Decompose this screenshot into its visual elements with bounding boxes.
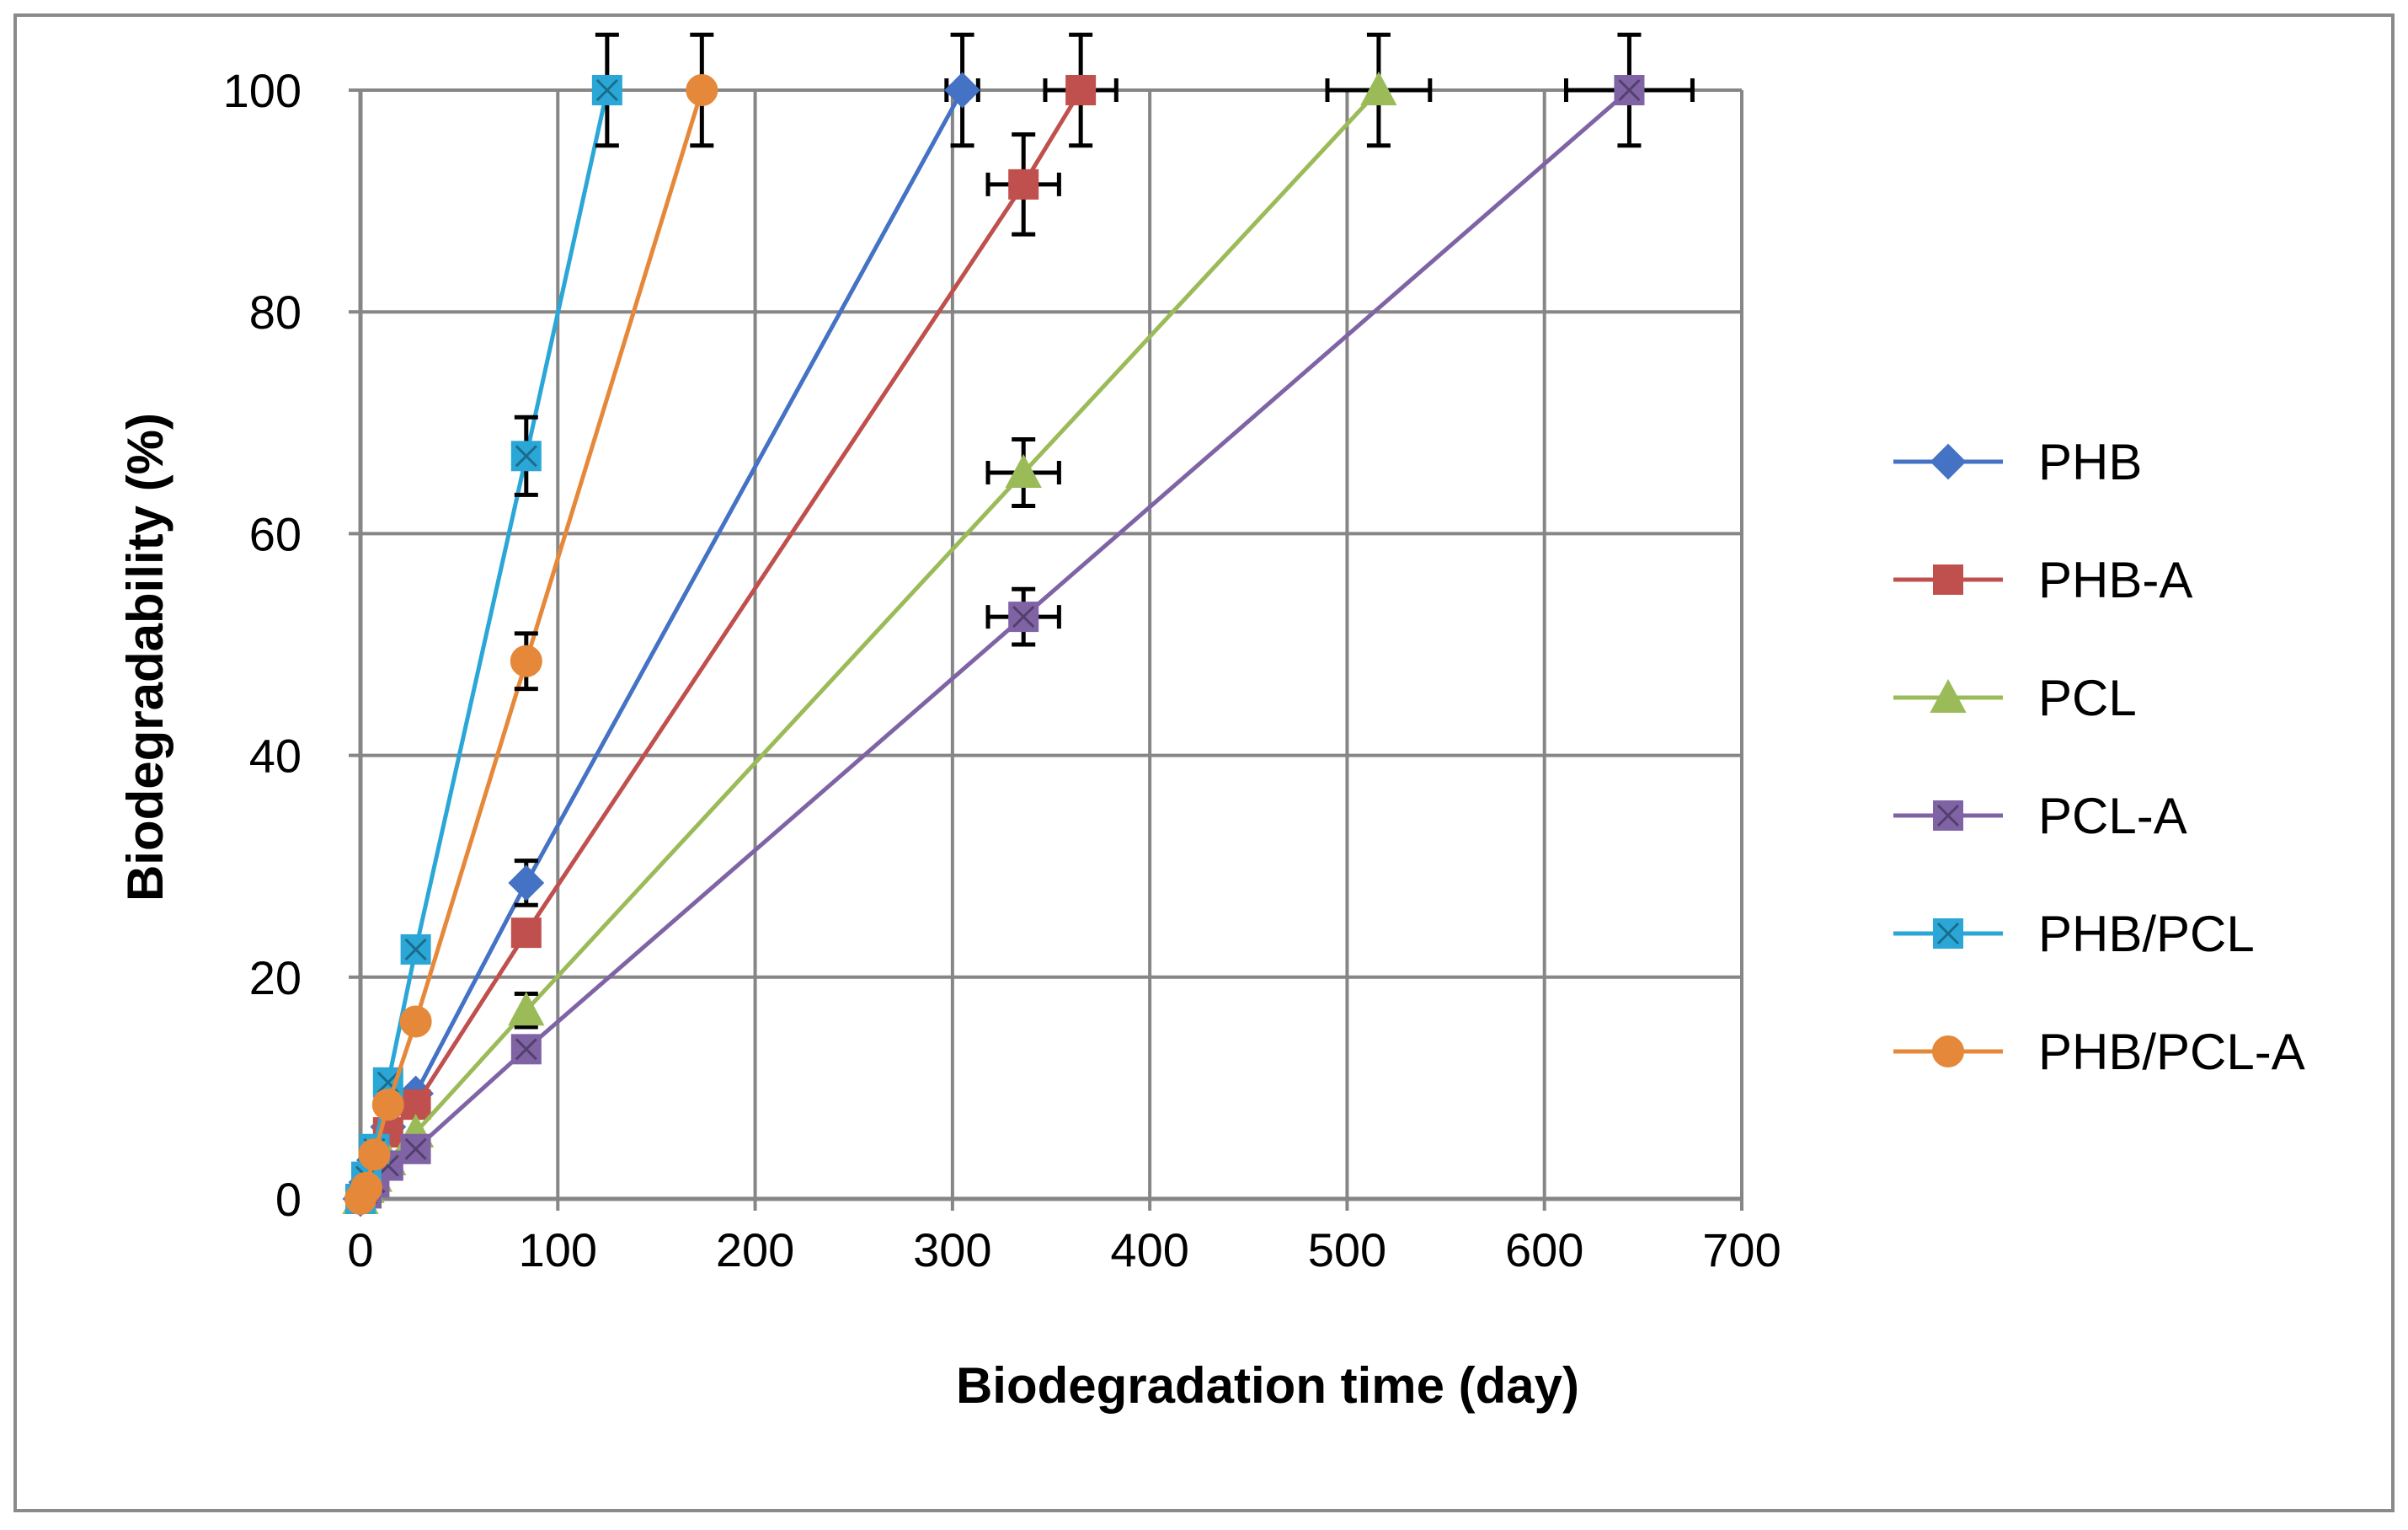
data-point-square-x-cross [515, 445, 537, 468]
data-point-square-x [510, 441, 542, 472]
chart-frame [13, 13, 2395, 1512]
data-point-square-x-cross [1618, 78, 1641, 102]
x-tick-label: 500 [1308, 1223, 1386, 1276]
data-point-circle [510, 645, 542, 677]
data-point-square-x-body [510, 1034, 542, 1065]
x-axis-title: Biodegradation time (day) [956, 1357, 1579, 1414]
data-point-square-x-body [400, 934, 431, 965]
y-axis-title: Biodegradability (%) [117, 413, 174, 901]
data-point-triangle [1930, 678, 1967, 713]
data-point-square-x-body [1614, 75, 1645, 105]
legend-label: PHB-A [2038, 552, 2192, 608]
y-tick-label: 40 [249, 730, 302, 783]
legend-label: PHB/PCL [2038, 906, 2255, 962]
series-phb-pcl-a [344, 32, 718, 1215]
data-point-circle [371, 1089, 404, 1121]
data-point-square-x [400, 934, 431, 965]
legend-label: PCL-A [2038, 788, 2187, 844]
data-point-square-x [591, 75, 622, 105]
x-tick-label: 400 [1110, 1223, 1188, 1276]
data-point-square [1933, 564, 1963, 595]
data-point-square-x-body [1008, 602, 1039, 633]
y-tick-label: 100 [223, 64, 302, 117]
data-point-circle [399, 1005, 432, 1038]
data-point-square-x [510, 1034, 542, 1065]
data-point-triangle [1005, 453, 1042, 489]
x-tick-label: 700 [1702, 1223, 1781, 1276]
x-tick-label: 0 [347, 1223, 373, 1276]
data-point-square-x-cross [1936, 922, 1960, 945]
x-tick-label: 300 [913, 1223, 991, 1276]
data-point-circle [1932, 1035, 1964, 1067]
legend-entry: PCL-A [1893, 788, 2187, 844]
data-point-square-x-body [400, 1133, 431, 1164]
data-point-square-x-body [591, 75, 622, 105]
series [342, 32, 1695, 1217]
y-tick-label: 80 [249, 286, 302, 339]
data-point-square-x-cross [404, 1137, 427, 1160]
data-point-square-x-cross [1936, 804, 1960, 827]
data-point-square-x-body [1933, 918, 1963, 949]
data-point-circle [686, 74, 718, 106]
legend-entry: PHB/PCL [1893, 906, 2255, 962]
data-point-square-x-cross [595, 78, 618, 102]
data-point-square-x-body [510, 441, 542, 472]
data-point-square-x-cross [404, 938, 427, 960]
legend-label: PCL [2038, 670, 2137, 726]
data-point-diamond [944, 72, 980, 109]
x-tick-label: 600 [1505, 1223, 1583, 1276]
data-point-square-x-body [1933, 800, 1963, 831]
x-tick-label: 100 [519, 1223, 597, 1276]
legend-entry: PHB-A [1893, 552, 2192, 608]
data-point-square-x [400, 1133, 431, 1164]
legend-entry: PCL [1893, 670, 2137, 726]
data-point-square [1065, 75, 1097, 105]
data-point-square-x [1008, 602, 1039, 633]
data-point-circle [358, 1138, 391, 1171]
data-point-diamond [1930, 443, 1967, 480]
data-point-diamond [508, 864, 545, 901]
data-point-square-x [1933, 918, 1963, 949]
data-point-square [510, 917, 542, 949]
x-tick-label: 200 [716, 1223, 794, 1276]
data-point-triangle [1360, 71, 1397, 105]
legend-label: PHB/PCL-A [2038, 1024, 2305, 1080]
legend-entry: PHB [1893, 434, 2142, 490]
data-point-circle [350, 1171, 383, 1204]
data-point-square-x-cross [515, 1038, 537, 1061]
data-point-square-x [1614, 75, 1645, 105]
data-point-square [1008, 169, 1039, 200]
tick-labels: 0 100 200 300 400 500 600 700 0 20 40 60 80 100 [223, 64, 1781, 1276]
y-tick-label: 20 [249, 951, 302, 1004]
data-point-triangle [508, 992, 545, 1026]
y-tick-label: 0 [275, 1173, 302, 1226]
data-point-square-x-cross [1012, 606, 1035, 629]
legend: PHB PHB-A PCL PCL-A PHB/PCL PHB/PCL-A [1893, 434, 2305, 1080]
legend-label: PHB [2038, 434, 2142, 490]
y-tick-label: 60 [249, 507, 302, 560]
data-point-square-x [1933, 800, 1963, 831]
legend-entry: PHB/PCL-A [1893, 1024, 2305, 1080]
